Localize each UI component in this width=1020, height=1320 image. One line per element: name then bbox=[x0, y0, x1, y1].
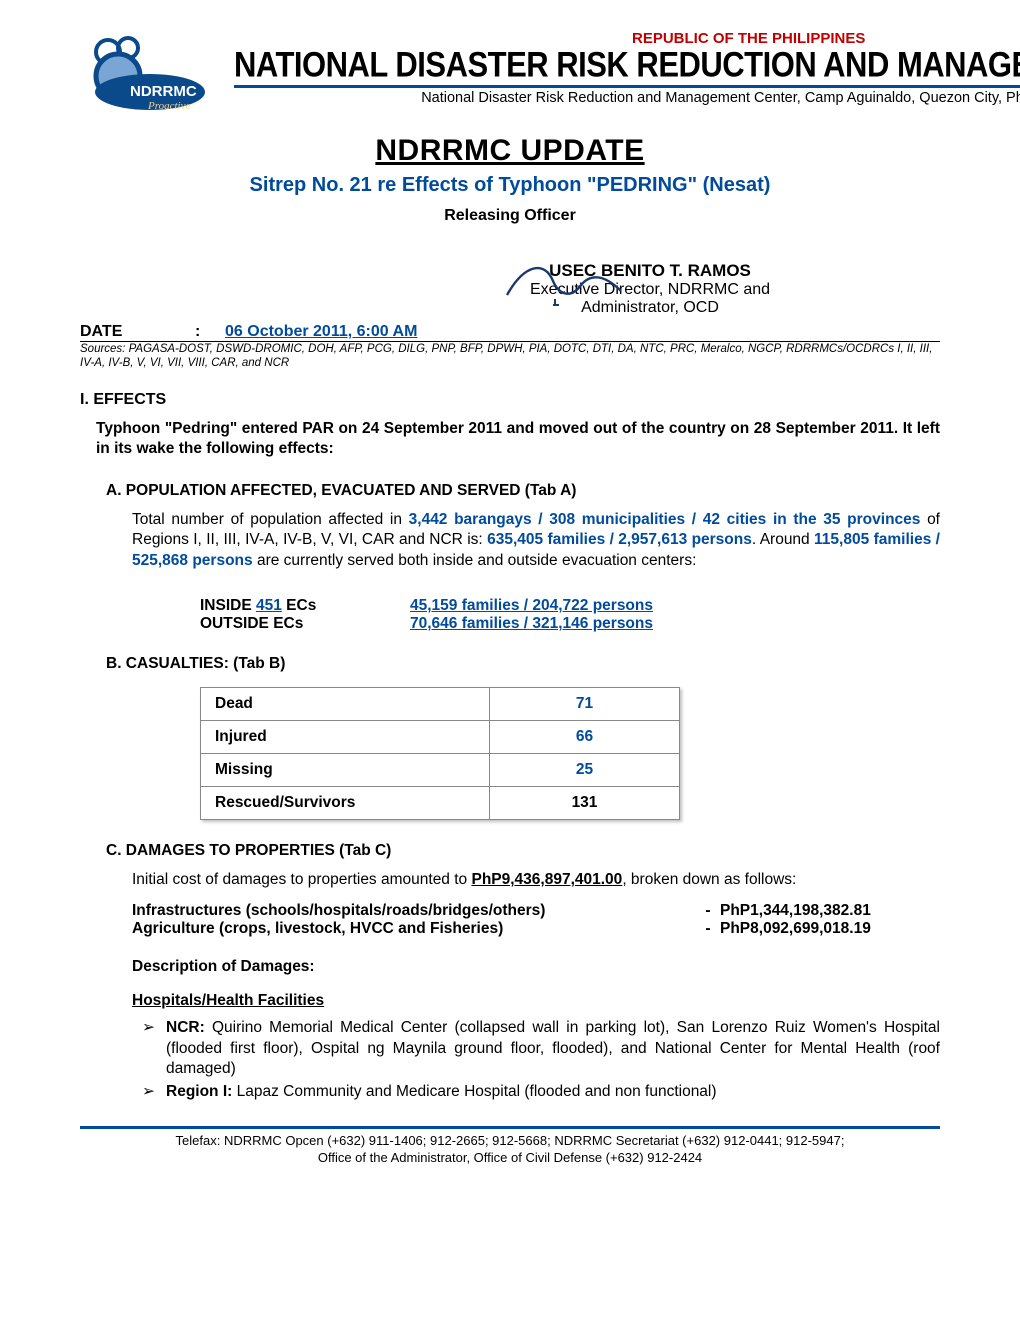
date-colon: : bbox=[195, 323, 225, 341]
list-item: Region I: Lapaz Community and Medicare H… bbox=[142, 1082, 940, 1102]
sources-text: PAGASA-DOST, DSWD-DROMIC, DOH, AFP, PCG,… bbox=[80, 343, 932, 369]
list-item: NCR: Quirino Memorial Medical Center (co… bbox=[142, 1018, 940, 1079]
center-address: National Disaster Risk Reduction and Man… bbox=[234, 90, 1020, 106]
c-post: , broken down as follows: bbox=[622, 871, 796, 888]
cas-value-3: 131 bbox=[490, 787, 680, 820]
cas-value-2: 25 bbox=[490, 754, 680, 787]
letterhead: NDRRMC Proactive REPUBLIC OF THE PHILIPP… bbox=[80, 30, 940, 116]
description-heading: Description of Damages: bbox=[132, 958, 940, 976]
damage-row-0: Infrastructures (schools/hospitals/roads… bbox=[132, 902, 940, 920]
section-c-paragraph: Initial cost of damages to properties am… bbox=[132, 870, 940, 890]
section-a-heading: A. POPULATION AFFECTED, EVACUATED AND SE… bbox=[106, 482, 940, 500]
footer: Telefax: NDRRMC Opcen (+632) 911-1406; 9… bbox=[80, 1133, 940, 1167]
releasing-officer-label: Releasing Officer bbox=[80, 207, 940, 225]
dam-label-1: Agriculture (crops, livestock, HVCC and … bbox=[132, 920, 696, 938]
ec-inside-value: 45,159 families / 204,722 persons bbox=[410, 597, 653, 615]
cas-label-0: Dead bbox=[201, 688, 490, 721]
ec-row-outside: OUTSIDE ECs 70,646 families / 321,146 pe… bbox=[200, 615, 940, 633]
ec-inside-count: 451 bbox=[256, 597, 282, 614]
letterhead-text: REPUBLIC OF THE PHILIPPINES NATIONAL DIS… bbox=[234, 30, 1020, 106]
a-pre: Total number of population affected in bbox=[132, 511, 409, 528]
a-mid2: . Around bbox=[752, 531, 814, 548]
c-pre: Initial cost of damages to properties am… bbox=[132, 871, 471, 888]
ec-row-inside: INSIDE 451 ECs 45,159 families / 204,722… bbox=[200, 597, 940, 615]
section-a-paragraph: Total number of population affected in 3… bbox=[132, 510, 940, 571]
dam-sep-1: - bbox=[696, 920, 720, 938]
cas-label-3: Rescued/Survivors bbox=[201, 787, 490, 820]
bullet-region-0: NCR: bbox=[166, 1019, 205, 1036]
ec-outside-value: 70,646 families / 321,146 persons bbox=[410, 615, 653, 633]
a-post: are currently served both inside and out… bbox=[253, 552, 697, 569]
bullet-text-1: Lapaz Community and Medicare Hospital (f… bbox=[232, 1083, 716, 1100]
c-total: PhP9,436,897,401.00 bbox=[471, 871, 622, 888]
cas-label-2: Missing bbox=[201, 754, 490, 787]
date-row: DATE : 06 October 2011, 6:00 AM bbox=[80, 323, 940, 341]
casualties-table: Dead 71 Injured 66 Missing 25 Rescued/Su… bbox=[200, 687, 680, 820]
cas-label-1: Injured bbox=[201, 721, 490, 754]
signature-block: USEC BENITO T. RAMOS Executive Director,… bbox=[440, 261, 860, 317]
dam-val-1: PhP8,092,699,018.19 bbox=[720, 920, 940, 938]
dam-val-0: PhP1,344,198,382.81 bbox=[720, 902, 940, 920]
table-row: Missing 25 bbox=[201, 754, 680, 787]
ec-inside-b: ECs bbox=[282, 597, 316, 614]
signature-icon bbox=[495, 255, 655, 307]
dam-sep-0: - bbox=[696, 902, 720, 920]
sources-label: Sources: bbox=[80, 343, 125, 355]
sources-line: Sources: PAGASA-DOST, DSWD-DROMIC, DOH, … bbox=[80, 342, 940, 371]
date-label: DATE bbox=[80, 323, 195, 341]
ec-inside-label: INSIDE 451 ECs bbox=[200, 597, 410, 615]
table-row: Rescued/Survivors 131 bbox=[201, 787, 680, 820]
damages-breakdown: Infrastructures (schools/hospitals/roads… bbox=[132, 902, 940, 938]
footer-line-2: Office of the Administrator, Office of C… bbox=[80, 1150, 940, 1167]
council-name: NATIONAL DISASTER RISK REDUCTION AND MAN… bbox=[234, 44, 1020, 85]
section-effects-heading: I. EFFECTS bbox=[80, 391, 940, 409]
page: NDRRMC Proactive REPUBLIC OF THE PHILIPP… bbox=[0, 0, 1020, 1187]
damage-row-1: Agriculture (crops, livestock, HVCC and … bbox=[132, 920, 940, 938]
ndrrmc-logo: NDRRMC Proactive bbox=[80, 30, 220, 116]
logo-text: NDRRMC bbox=[130, 83, 197, 100]
a-stat2: 635,405 families / 2,957,613 persons bbox=[487, 531, 752, 548]
title-block: NDRRMC UPDATE Sitrep No. 21 re Effects o… bbox=[80, 134, 940, 225]
ec-inside-a: INSIDE bbox=[200, 597, 256, 614]
footer-line-1: Telefax: NDRRMC Opcen (+632) 911-1406; 9… bbox=[80, 1133, 940, 1150]
effects-intro: Typhoon "Pedring" entered PAR on 24 Sept… bbox=[96, 419, 940, 460]
ec-outside-label: OUTSIDE ECs bbox=[200, 615, 410, 633]
damage-bullets: NCR: Quirino Memorial Medical Center (co… bbox=[142, 1018, 940, 1102]
cas-value-0: 71 bbox=[490, 688, 680, 721]
dam-label-0: Infrastructures (schools/hospitals/roads… bbox=[132, 902, 696, 920]
evacuation-table: INSIDE 451 ECs 45,159 families / 204,722… bbox=[200, 597, 940, 633]
cas-value-1: 66 bbox=[490, 721, 680, 754]
bullet-text-0: Quirino Memorial Medical Center (collaps… bbox=[166, 1019, 940, 1077]
document-title: NDRRMC UPDATE bbox=[80, 134, 940, 168]
document-subtitle: Sitrep No. 21 re Effects of Typhoon "PED… bbox=[80, 174, 940, 197]
bullet-region-1: Region I: bbox=[166, 1083, 232, 1100]
a-stat1: 3,442 barangays / 308 municipalities / 4… bbox=[409, 511, 921, 528]
footer-rule bbox=[80, 1126, 940, 1129]
facility-heading: Hospitals/Health Facilities bbox=[132, 992, 940, 1010]
table-row: Injured 66 bbox=[201, 721, 680, 754]
logo-subtext: Proactive bbox=[147, 100, 190, 112]
table-row: Dead 71 bbox=[201, 688, 680, 721]
section-b-heading: B. CASUALTIES: (Tab B) bbox=[106, 655, 940, 673]
section-c-heading: C. DAMAGES TO PROPERTIES (Tab C) bbox=[106, 842, 940, 860]
date-value: 06 October 2011, 6:00 AM bbox=[225, 323, 417, 341]
